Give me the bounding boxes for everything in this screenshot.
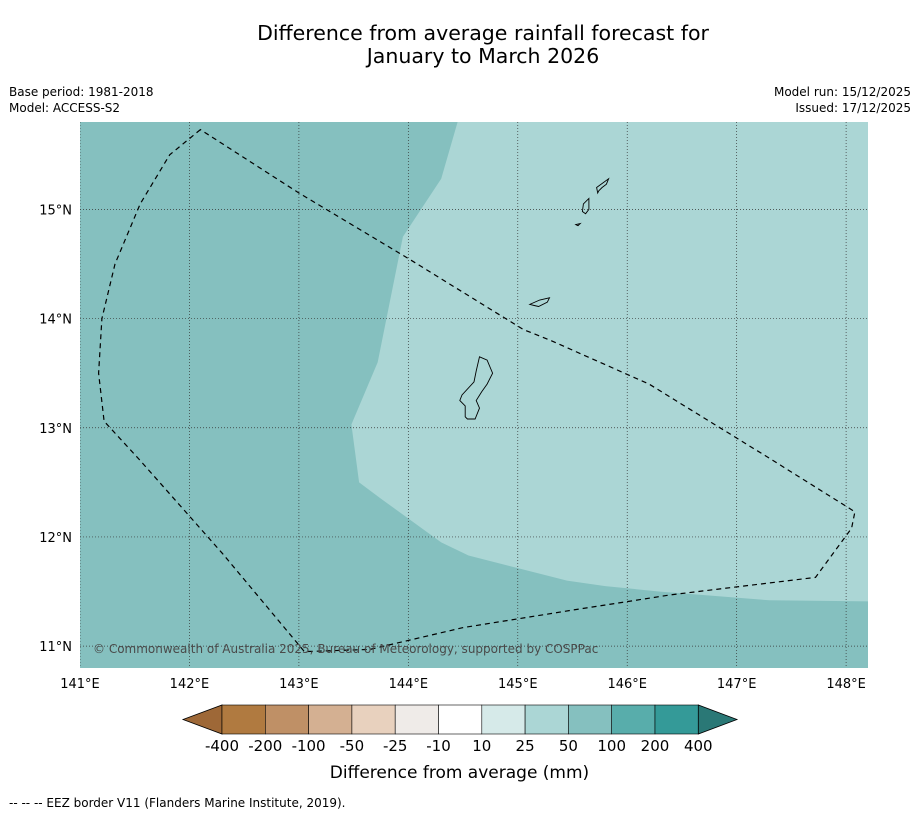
model-name: Model: ACCESS-S2	[9, 101, 121, 115]
lat-tick-label: 15°N	[39, 203, 72, 218]
colorbar-cell	[221, 704, 266, 735]
base-period: Base period: 1981-2018	[9, 85, 154, 99]
colorbar-legend: -400 -200 -100 -50 -25 -10 10 25 50 100 200 400	[181, 704, 739, 755]
title-line-2: January to March 2026	[366, 44, 600, 68]
legend-title: Difference from average (mm)	[330, 763, 589, 783]
colorbar-cell	[264, 704, 309, 735]
colorbar-tick-label: 400	[684, 737, 713, 755]
eez-border-line	[97, 128, 856, 653]
issued-date: Issued: 17/12/2025	[795, 101, 911, 115]
model-run: Model run: 15/12/2025	[773, 85, 911, 99]
lon-tick-label: 142°E	[170, 677, 210, 692]
colorbar-cell	[438, 704, 483, 735]
colorbar-cell	[308, 704, 353, 735]
gridlines	[80, 122, 868, 668]
island-outline	[459, 356, 494, 420]
axis-labels: 141°E 142°E 143°E 144°E 145°E 146°E 147°E 148°E…	[39, 203, 866, 692]
lat-tick-label: 11°N	[39, 640, 72, 655]
colorbar-tick-label: -200	[248, 737, 282, 755]
lon-tick-label: 147°E	[717, 677, 757, 692]
forecast-region-25-50	[351, 122, 868, 602]
lon-tick-label: 145°E	[498, 677, 538, 692]
island-outline	[528, 297, 551, 307]
lat-tick-label: 13°N	[39, 422, 72, 437]
islands-layer	[459, 177, 610, 420]
lon-tick-label: 148°E	[826, 677, 866, 692]
island-outline	[574, 222, 582, 227]
lon-tick-label: 146°E	[607, 677, 647, 692]
colorbar-tick-label: 10	[472, 737, 491, 755]
island-outline	[581, 197, 590, 215]
colorbar-tick-label: -100	[292, 737, 326, 755]
colorbar-extend-low	[181, 704, 223, 735]
colorbar-cell	[654, 704, 699, 735]
colorbar-cell	[481, 704, 526, 735]
colorbar-extend-high	[697, 704, 739, 735]
lat-tick-label: 12°N	[39, 531, 72, 546]
colorbar-tick-label: 200	[641, 737, 670, 755]
meta-right: Model run: 15/12/2025 Issued: 17/12/2025	[774, 84, 911, 116]
colorbar-tick-label: -400	[205, 737, 239, 755]
colorbar-cell	[394, 704, 439, 735]
colorbar-tick-label: 50	[559, 737, 578, 755]
lon-tick-label: 144°E	[389, 677, 429, 692]
lon-tick-label: 143°E	[279, 677, 319, 692]
colorbar-cell	[568, 704, 613, 735]
chart-title: Difference from average rainfall forecas…	[0, 22, 919, 68]
colorbar-tick-label: -10	[426, 737, 451, 755]
island-outline	[596, 177, 610, 195]
colorbar-cell	[611, 704, 656, 735]
colorbar-tick-label: 25	[516, 737, 535, 755]
eez-footnote: -- -- -- EEZ border V11 (Flanders Marine…	[9, 796, 346, 810]
colorbar-tick-label: -25	[383, 737, 408, 755]
colorbar-tick-label: -50	[340, 737, 365, 755]
lat-tick-label: 14°N	[39, 313, 72, 328]
colorbar-tick-label: 100	[597, 737, 626, 755]
map-figure: © Commonwealth of Australia 2025, Bureau…	[39, 122, 868, 783]
copyright-text: © Commonwealth of Australia 2025, Bureau…	[93, 642, 598, 656]
title-line-1: Difference from average rainfall forecas…	[257, 21, 709, 45]
colorbar-cell	[524, 704, 569, 735]
lon-tick-label: 141°E	[60, 677, 100, 692]
meta-left: Base period: 1981-2018 Model: ACCESS-S2	[9, 84, 154, 116]
colorbar-cell	[351, 704, 396, 735]
